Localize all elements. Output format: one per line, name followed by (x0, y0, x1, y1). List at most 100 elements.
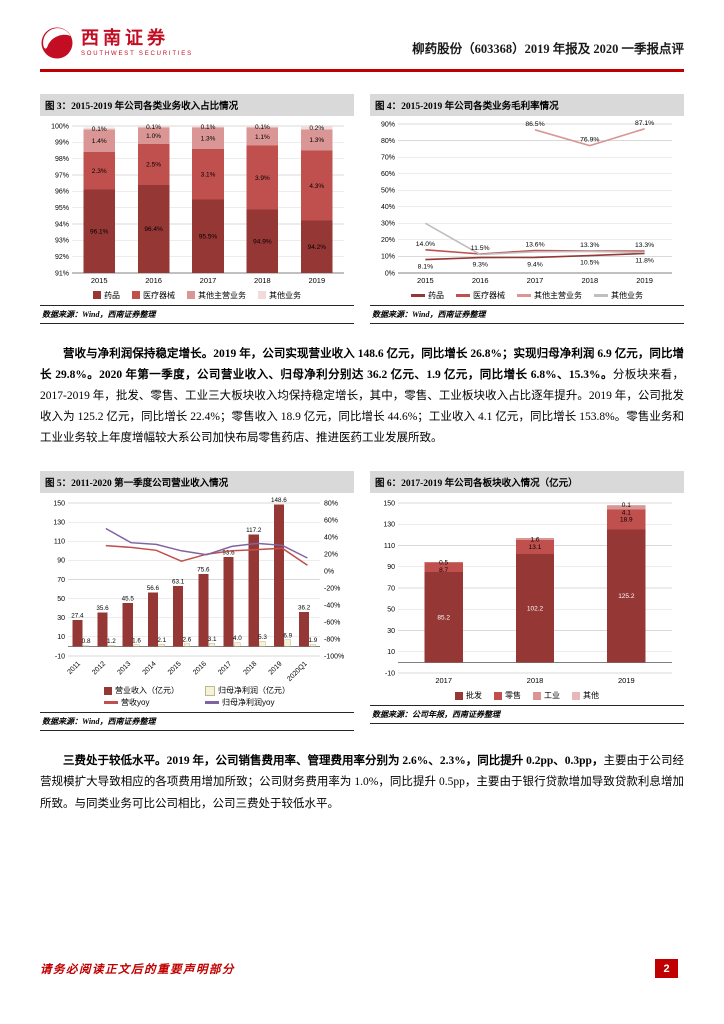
svg-text:30%: 30% (381, 220, 395, 227)
svg-text:60%: 60% (324, 518, 338, 525)
page-header: 西南证券 SOUTHWEST SECURITIES 柳药股份（603368）20… (40, 26, 684, 60)
legend-label: 其他业务 (269, 290, 301, 300)
svg-text:2.6: 2.6 (183, 637, 192, 644)
svg-text:9.4%: 9.4% (527, 261, 543, 268)
legend-swatch-icon (455, 691, 463, 700)
legend-label: 归母净利润（亿元） (218, 686, 290, 696)
legend-swatch-icon (93, 291, 101, 299)
figure-3-title: 图 3：2015-2019 年公司各类业务收入占比情况 (40, 93, 354, 116)
svg-text:4.0: 4.0 (233, 635, 242, 642)
svg-text:125.2: 125.2 (618, 593, 635, 600)
svg-text:2019: 2019 (308, 276, 325, 285)
fig5-svg: -10 10 30 50 70 90 110 130 150 -100% -80% -60% -40% -… (53, 497, 344, 684)
figure-5-source: 数据来源：Wind，西南证券整理 (40, 712, 354, 732)
legend-item: 医疗器械 (132, 290, 175, 301)
svg-text:10: 10 (57, 634, 65, 641)
svg-text:-100%: -100% (324, 654, 344, 661)
svg-text:1.6: 1.6 (530, 537, 539, 544)
paragraph-text-segment: 2019 年，公司销售费用率、管理费用率分别为 2.6%、2.3%，同比提升 0… (166, 755, 604, 768)
legend-label: 药品 (428, 290, 444, 300)
svg-text:93%: 93% (55, 237, 69, 244)
legend-item: 其他业务 (594, 290, 643, 301)
legend-item: 工业 (533, 690, 560, 701)
legend-swatch-icon (205, 685, 215, 696)
svg-text:4.1: 4.1 (622, 510, 631, 517)
svg-text:3.1: 3.1 (208, 636, 217, 643)
legend-item: 其他业务 (258, 290, 301, 301)
svg-text:148.6: 148.6 (271, 497, 287, 504)
fig4-svg: 0% 10% 20% 30% 40% 50% 60% 70% 80% 90% 8.1% 9.3% 9.4… (381, 119, 672, 285)
svg-text:1.4%: 1.4% (92, 138, 107, 145)
svg-text:98%: 98% (55, 155, 69, 162)
legend-label: 营收yoy (121, 698, 150, 708)
svg-text:80%: 80% (324, 501, 338, 508)
figure-row-1: 图 3：2015-2019 年公司各类业务收入占比情况 91% 92% 93% 94%… (40, 93, 684, 324)
svg-text:130: 130 (383, 522, 395, 529)
svg-text:100%: 100% (51, 123, 69, 130)
svg-text:3.9%: 3.9% (255, 174, 270, 181)
svg-text:0.1%: 0.1% (255, 124, 270, 131)
svg-text:2012: 2012 (91, 661, 107, 677)
legend-swatch-icon (104, 686, 112, 695)
figure-6-source: 数据来源：公司年报，西南证券整理 (370, 705, 684, 725)
svg-text:2020Q1: 2020Q1 (286, 661, 309, 684)
svg-text:50: 50 (57, 596, 65, 603)
legend-swatch-icon (456, 293, 470, 297)
logo-mark-icon (41, 27, 73, 59)
svg-text:117.2: 117.2 (246, 527, 262, 534)
paragraph-text-segment: 主要由于公司经营规模扩大导致相应的各项费用增加所致；公司财务费用率为 1.0%，… (40, 755, 685, 810)
svg-text:95.5%: 95.5% (199, 233, 218, 240)
svg-text:4.3%: 4.3% (309, 182, 324, 189)
figure-row-2: 图 5：2011-2020 第一季度公司营业收入情况 -10 10 30 50 70 90… (40, 471, 684, 732)
legend-label: 其他业务 (611, 290, 643, 300)
svg-text:102.2: 102.2 (527, 606, 544, 613)
page-footer: 请务必阅读正文后的重要声明部分 2 (40, 959, 678, 978)
svg-text:45.5: 45.5 (122, 596, 135, 603)
svg-text:10: 10 (387, 649, 395, 656)
svg-text:93.6: 93.6 (222, 550, 235, 557)
svg-text:11.5%: 11.5% (471, 244, 490, 251)
svg-text:2018: 2018 (527, 676, 544, 685)
svg-text:0.1: 0.1 (622, 502, 631, 509)
svg-text:1.3%: 1.3% (309, 137, 324, 144)
svg-text:13.6%: 13.6% (525, 241, 544, 248)
svg-text:18.9: 18.9 (620, 517, 633, 524)
svg-text:95%: 95% (55, 204, 69, 211)
report-title: 柳药股份（603368）2019 年报及 2020 一季报点评 (412, 42, 684, 56)
svg-text:30: 30 (57, 615, 65, 622)
svg-text:0.8: 0.8 (82, 638, 91, 645)
figure-4: 图 4：2015-2019 年公司各类业务毛利率情况 0% 10% 20% 30% 40… (370, 93, 684, 324)
legend-label: 其他 (583, 691, 599, 701)
svg-text:2011: 2011 (66, 661, 82, 677)
svg-text:-40%: -40% (324, 603, 340, 610)
legend-swatch-icon (594, 293, 608, 297)
svg-text:2013: 2013 (116, 661, 132, 677)
svg-text:2.1: 2.1 (157, 637, 166, 644)
paragraph-text-segment: 三费处于较低水平。 (63, 755, 167, 768)
figure-3-source: 数据来源：Wind，西南证券整理 (40, 304, 354, 324)
figure-6-title: 图 6：2017-2019 年公司各板块收入情况（亿元） (370, 471, 684, 494)
legend-item: 药品 (411, 290, 444, 301)
legend-swatch-icon (533, 691, 541, 700)
svg-text:2017: 2017 (527, 276, 544, 285)
legend-swatch-icon (104, 701, 118, 705)
svg-text:2019: 2019 (268, 661, 284, 677)
figure-3-legend: 药品 医疗器械 其他主营业务 其他业务 (40, 288, 354, 305)
svg-text:5.3: 5.3 (258, 634, 267, 641)
svg-text:8.1%: 8.1% (418, 263, 434, 270)
svg-text:11.8%: 11.8% (635, 257, 654, 264)
svg-text:90%: 90% (381, 121, 395, 128)
legend-item: 归母净利润（亿元） (205, 685, 290, 696)
svg-text:90: 90 (387, 564, 395, 571)
legend-item: 医疗器械 (456, 290, 505, 301)
figure-6: 图 6：2017-2019 年公司各板块收入情况（亿元） -10 10 30 50 70… (370, 471, 684, 731)
svg-text:91%: 91% (55, 270, 69, 277)
svg-text:2016: 2016 (192, 661, 208, 677)
logo-text-cn: 西南证券 (81, 27, 169, 48)
figure-4-title: 图 4：2015-2019 年公司各类业务毛利率情况 (370, 93, 684, 116)
paragraph-revenue-growth: 营收与净利润保持稳定增长。2019 年，公司实现营业收入 148.6 亿元，同比… (40, 344, 684, 450)
svg-text:85.2: 85.2 (437, 615, 450, 622)
legend-label: 其他主营业务 (534, 290, 582, 300)
company-logo: 西南证券 SOUTHWEST SECURITIES (40, 26, 193, 60)
